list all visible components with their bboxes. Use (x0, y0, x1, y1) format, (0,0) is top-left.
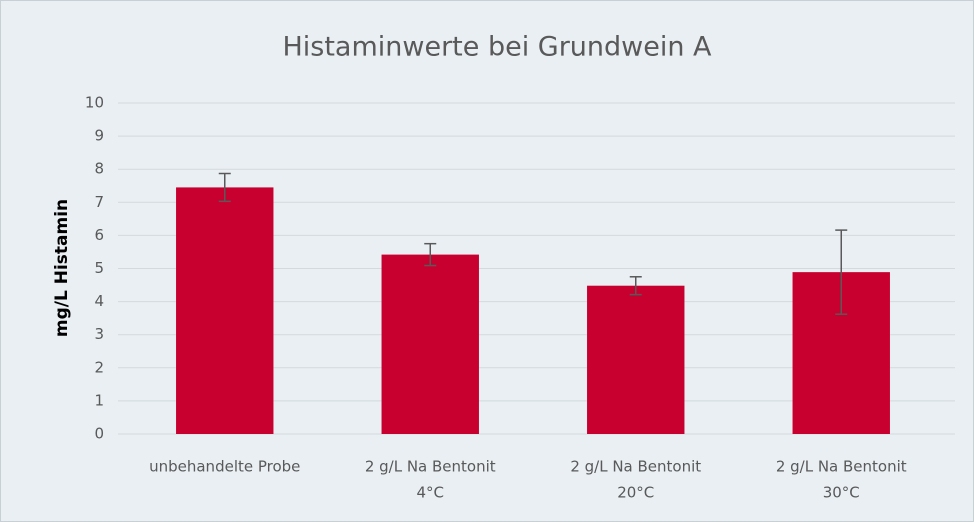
y-tick-label: 4 (94, 292, 104, 310)
y-tick-label: 1 (94, 391, 104, 409)
y-tick-label: 10 (85, 94, 104, 112)
y-tick-label: 3 (94, 325, 104, 343)
y-axis-label: mg/L Histamin (52, 199, 72, 337)
chart-title: Histaminwerte bei Grundwein A (282, 32, 712, 63)
y-tick-label: 5 (94, 259, 104, 277)
bar (176, 187, 274, 434)
x-tick-label: 2 g/L Na Bentonit (776, 458, 907, 476)
y-tick-label: 8 (94, 160, 104, 178)
x-tick-label: unbehandelte Probe (149, 458, 300, 476)
x-tick-label: 20°C (617, 484, 654, 502)
x-tick-label: 30°C (823, 484, 860, 502)
x-tick-label: 2 g/L Na Bentonit (365, 458, 496, 476)
y-tick-label: 2 (94, 358, 104, 376)
y-tick-label: 9 (94, 127, 104, 145)
y-tick-label: 6 (94, 226, 104, 244)
x-tick-label: 2 g/L Na Bentonit (570, 458, 701, 476)
y-tick-label: 7 (94, 193, 104, 211)
y-tick-label: 0 (94, 425, 104, 443)
x-tick-label: 4°C (416, 484, 444, 502)
bar (381, 254, 479, 434)
bar (587, 285, 685, 434)
